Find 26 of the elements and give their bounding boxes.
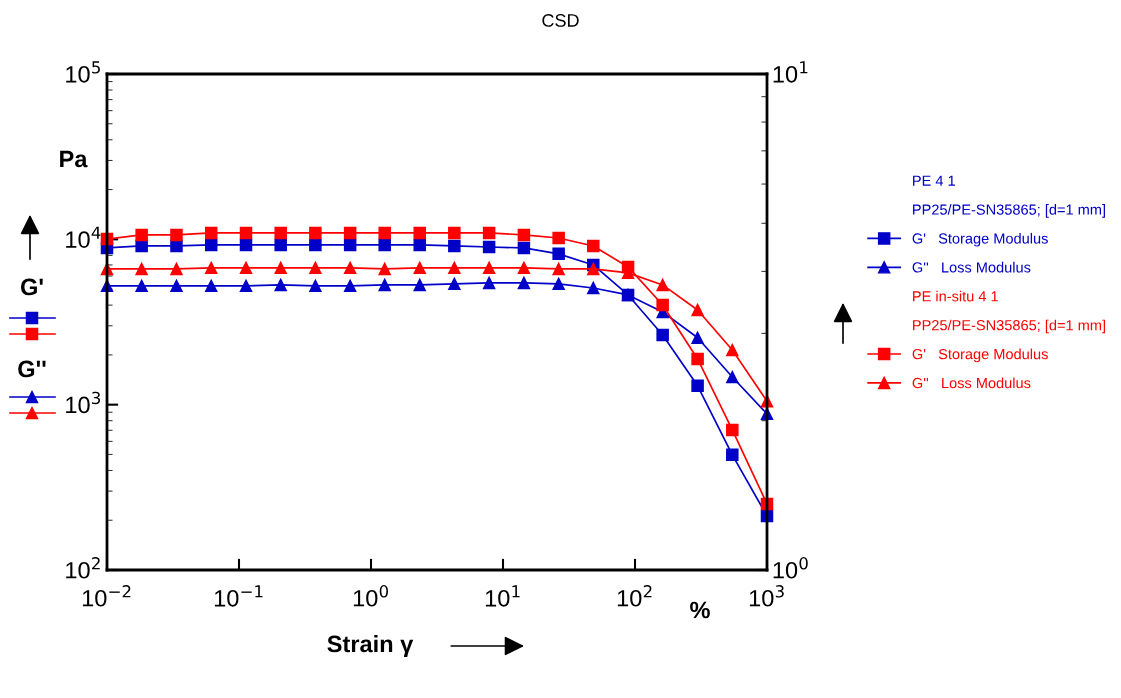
y-tick-label: 10$^{4}$ (66, 226, 101, 248)
text: PE 4 1 (913, 175, 955, 186)
x-tick-label: 10$^{0}$ (353, 585, 389, 607)
x-tick-label: 10$^{−2}$ (82, 585, 131, 607)
text: % (690, 601, 710, 619)
text: PP25/PE-SN35865; [d=1 mm] (913, 319, 1105, 334)
y2-tick-label: 10$^{0}$ (773, 557, 808, 579)
text: PP25/PE-SN35865; [d=1 mm] (913, 204, 1105, 218)
chart-title: CSD (542, 14, 579, 27)
legend-label: G'' Loss Modulus (912, 377, 1031, 389)
text: G' (20, 278, 43, 296)
legend-label: G'' Loss Modulus (912, 261, 1031, 273)
x-tick-label: 10$^{3}$ (749, 585, 784, 607)
x-tick-label: 10$^{2}$ (617, 585, 652, 607)
text: G'' (18, 360, 46, 378)
y2-tick-label: 10$^{1}$ (773, 61, 808, 83)
y-tick-label: 10$^{2}$ (66, 557, 100, 579)
legend-label: G' Storage Modulus (912, 232, 1048, 247)
y-tick-label: 10$^{5}$ (66, 61, 100, 83)
y-tick-label: 10$^{3}$ (66, 391, 101, 414)
x-tick-label: 10$^{−1}$ (214, 585, 263, 607)
y-axis-title: Pa (60, 150, 88, 168)
text: PE in-situ 4 1 (913, 290, 998, 302)
x-tick-label: 10$^{1}$ (485, 585, 520, 607)
legend-label: G' Storage Modulus (912, 348, 1048, 363)
x-axis-title: Strain γ (327, 634, 414, 657)
